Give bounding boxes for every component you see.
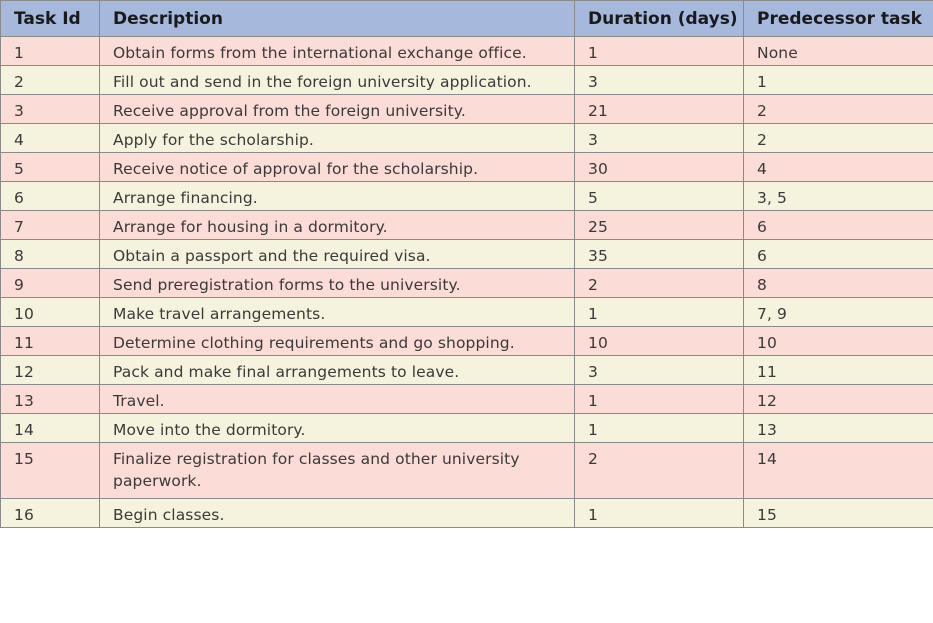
cell-description: Arrange for housing in a dormitory.	[99, 210, 575, 240]
table-row: 3 Receive approval from the foreign unive…	[0, 94, 933, 124]
cell-description: Obtain forms from the international exch…	[99, 36, 575, 66]
cell-predecessor: 12	[743, 384, 933, 414]
table-row: 9 Send preregistration forms to the unive…	[0, 268, 933, 298]
cell-description: Fill out and send in the foreign univers…	[99, 65, 575, 95]
cell-task-id: 1	[0, 36, 100, 66]
cell-task-id: 11	[0, 326, 100, 356]
cell-duration: 5	[574, 181, 744, 211]
table-row: 7 Arrange for housing in a dormitory. 25 6	[0, 210, 933, 240]
table-row: 13 Travel. 1 12	[0, 384, 933, 414]
cell-duration: 3	[574, 65, 744, 95]
cell-task-id: 2	[0, 65, 100, 95]
table-row: 1 Obtain forms from the international exc…	[0, 36, 933, 66]
cell-description: Finalize registration for classes and ot…	[99, 442, 575, 499]
cell-predecessor: 8	[743, 268, 933, 298]
cell-duration: 2	[574, 442, 744, 499]
table-row: 14 Move into the dormitory. 1 13	[0, 413, 933, 443]
cell-predecessor: 2	[743, 123, 933, 153]
cell-description: Obtain a passport and the required visa.	[99, 239, 575, 269]
cell-predecessor: 2	[743, 94, 933, 124]
cell-description: Receive approval from the foreign univer…	[99, 94, 575, 124]
cell-task-id: 10	[0, 297, 100, 327]
cell-predecessor: 4	[743, 152, 933, 182]
cell-duration: 1	[574, 498, 744, 528]
cell-task-id: 3	[0, 94, 100, 124]
table-row: 10 Make travel arrangements. 1 7, 9	[0, 297, 933, 327]
table-row: 15 Finalize registration for classes and …	[0, 442, 933, 499]
cell-predecessor: None	[743, 36, 933, 66]
cell-description: Pack and make final arrangements to leav…	[99, 355, 575, 385]
cell-description: Arrange financing.	[99, 181, 575, 211]
cell-predecessor: 15	[743, 498, 933, 528]
cell-task-id: 7	[0, 210, 100, 240]
cell-task-id: 16	[0, 498, 100, 528]
table-row: 4 Apply for the scholarship. 3 2	[0, 123, 933, 153]
cell-predecessor: 6	[743, 239, 933, 269]
cell-predecessor: 3, 5	[743, 181, 933, 211]
cell-task-id: 12	[0, 355, 100, 385]
cell-predecessor: 6	[743, 210, 933, 240]
cell-duration: 10	[574, 326, 744, 356]
table-body: 1 Obtain forms from the international exc…	[0, 36, 933, 528]
cell-predecessor: 1	[743, 65, 933, 95]
cell-description: Determine clothing requirements and go s…	[99, 326, 575, 356]
cell-description: Send preregistration forms to the univer…	[99, 268, 575, 298]
cell-duration: 21	[574, 94, 744, 124]
table-row: 2 Fill out and send in the foreign univer…	[0, 65, 933, 95]
cell-predecessor: 11	[743, 355, 933, 385]
header-task-id: Task Id	[0, 0, 100, 37]
cell-task-id: 9	[0, 268, 100, 298]
table-row: 8 Obtain a passport and the required visa…	[0, 239, 933, 269]
table-row: 5 Receive notice of approval for the scho…	[0, 152, 933, 182]
cell-duration: 2	[574, 268, 744, 298]
cell-duration: 25	[574, 210, 744, 240]
table-row: 12 Pack and make final arrangements to le…	[0, 355, 933, 385]
cell-predecessor: 13	[743, 413, 933, 443]
header-description: Description	[99, 0, 575, 37]
header-duration: Duration (days)	[574, 0, 744, 37]
cell-predecessor: 14	[743, 442, 933, 499]
cell-duration: 3	[574, 355, 744, 385]
cell-description: Begin classes.	[99, 498, 575, 528]
cell-duration: 35	[574, 239, 744, 269]
cell-description: Receive notice of approval for the schol…	[99, 152, 575, 182]
cell-duration: 1	[574, 413, 744, 443]
table-row: 16 Begin classes. 1 15	[0, 498, 933, 528]
task-table: Task Id Description Duration (days) Pred…	[0, 0, 933, 528]
cell-task-id: 8	[0, 239, 100, 269]
cell-duration: 30	[574, 152, 744, 182]
cell-task-id: 4	[0, 123, 100, 153]
cell-task-id: 15	[0, 442, 100, 499]
table-header-row: Task Id Description Duration (days) Pred…	[0, 0, 933, 37]
cell-duration: 1	[574, 36, 744, 66]
cell-task-id: 13	[0, 384, 100, 414]
cell-task-id: 14	[0, 413, 100, 443]
table-row: 11 Determine clothing requirements and go…	[0, 326, 933, 356]
header-predecessor: Predecessor task	[743, 0, 933, 37]
cell-duration: 1	[574, 297, 744, 327]
cell-predecessor: 10	[743, 326, 933, 356]
cell-predecessor: 7, 9	[743, 297, 933, 327]
cell-description: Make travel arrangements.	[99, 297, 575, 327]
cell-task-id: 6	[0, 181, 100, 211]
table-row: 6 Arrange financing. 5 3, 5	[0, 181, 933, 211]
cell-duration: 3	[574, 123, 744, 153]
cell-description: Move into the dormitory.	[99, 413, 575, 443]
cell-description: Apply for the scholarship.	[99, 123, 575, 153]
cell-description: Travel.	[99, 384, 575, 414]
cell-task-id: 5	[0, 152, 100, 182]
cell-duration: 1	[574, 384, 744, 414]
